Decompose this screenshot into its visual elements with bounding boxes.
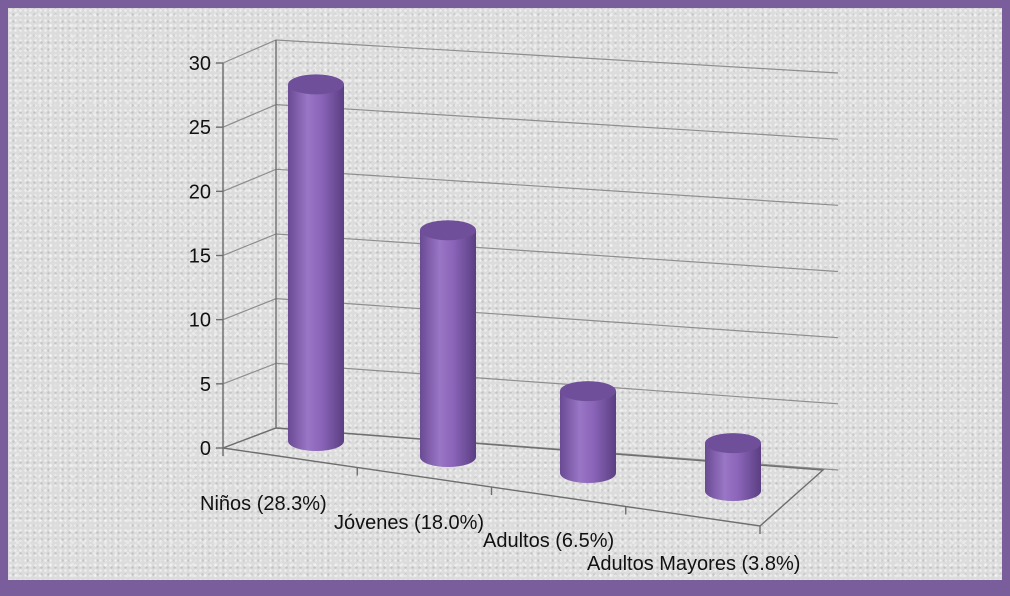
y-tick-label: 10 (189, 310, 211, 332)
bar (705, 433, 761, 501)
x-category-label: Adultos (6.5%) (483, 530, 614, 552)
y-tick-label: 0 (200, 438, 211, 460)
x-category-label: Jóvenes (18.0%) (334, 512, 484, 534)
x-axis-labels: Niños (28.3%) Jóvenes (18.0%)Adultos (6.5… (200, 493, 800, 575)
y-tick-label: 15 (189, 246, 211, 268)
gridline (222, 39, 839, 74)
bars (288, 74, 761, 501)
bar-chart: 0 5 10 15 20 25 30 Niños (28.3%) Jóvenes (18.0%… (189, 39, 839, 575)
y-tick-label: 30 (189, 53, 211, 75)
x-category-label: Adultos Mayores (3.8%) (587, 553, 800, 575)
x-category-label: Niños (28.3%) (200, 493, 327, 515)
floor-outline (222, 427, 825, 527)
bar (560, 381, 616, 483)
y-tick-label: 25 (189, 117, 211, 139)
y-axis-ticks: 0 5 10 15 20 25 30 (189, 53, 223, 460)
y-tick-label: 20 (189, 181, 211, 203)
bar (420, 220, 476, 467)
bar (288, 74, 344, 452)
y-tick-label: 5 (200, 374, 211, 396)
